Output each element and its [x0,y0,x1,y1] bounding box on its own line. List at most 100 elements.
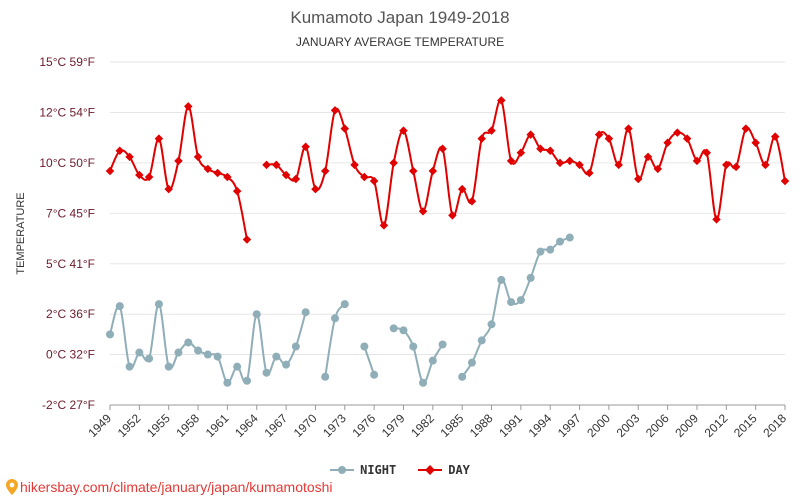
data-point-day [663,138,672,147]
data-point-day [154,134,164,143]
data-point-day [301,142,310,151]
data-point-day [448,211,457,220]
data-point-night [164,362,173,371]
data-point-night [203,350,212,359]
data-point-night [370,370,379,379]
data-point-night [565,233,574,242]
data-point-day [320,166,330,176]
data-point-day [565,156,575,166]
y-tick-label: 0°C 32°F [46,348,95,362]
data-point-night [194,346,203,355]
x-tick-label: 1991 [496,411,525,440]
x-tick-label: 2015 [731,411,760,440]
data-point-day [174,156,183,166]
data-point-day [741,124,751,133]
data-point-night [154,300,163,309]
x-tick-label: 1958 [173,411,202,440]
data-point-night [467,358,476,367]
data-point-day [311,184,320,194]
data-point-day [360,172,369,182]
legend-day-marker [418,465,443,475]
x-tick-label: 2009 [672,411,701,440]
data-point-day [477,134,486,143]
x-tick-label: 1994 [526,411,555,440]
data-point-day [350,160,359,170]
x-tick-label: 1973 [320,411,349,440]
location-pin-icon [6,479,18,495]
x-tick-label: 1964 [232,411,261,440]
x-tick-label: 2018 [760,411,789,440]
data-point-day [340,124,350,133]
chart-subtitle: JANUARY AVERAGE TEMPERATURE [295,35,505,49]
data-point-day [428,166,438,176]
x-tick-label: 2006 [643,411,672,440]
data-point-night [389,324,398,333]
data-point-day [203,164,213,174]
x-tick-label: 2000 [584,411,613,440]
data-point-night [516,296,525,305]
x-tick-label: 1976 [349,411,378,440]
legend-item-day[interactable]: DAY [418,463,470,477]
data-point-night [409,342,418,351]
y-tick-label: 5°C 41°F [46,257,95,271]
data-point-day [330,106,340,115]
data-point-day [457,184,467,194]
data-point-day [369,176,379,186]
x-tick-label: 1970 [291,411,320,440]
data-point-day [751,138,760,147]
data-point-day [105,166,115,176]
data-point-day [115,146,125,156]
data-point-day [409,166,418,176]
data-point-night [340,300,349,309]
legend-item-night[interactable]: NIGHT [330,463,396,477]
data-point-night [438,340,447,349]
data-point-night [174,348,183,357]
y-tick-label: 10°C 50°F [39,156,95,170]
data-point-night [184,338,193,347]
y-tick-label: 2°C 36°F [46,307,95,321]
data-point-day [418,207,428,216]
data-point-night [477,336,486,345]
data-point-day [164,184,173,194]
data-point-day [712,215,721,224]
watermark-link[interactable]: hikersbay.com/climate/january/japan/kuma… [6,479,333,495]
data-point-day [213,168,222,178]
x-tick-label: 1988 [467,411,496,440]
data-point-night [526,273,535,282]
data-point-day [506,156,516,166]
data-point-night [399,326,408,335]
data-point-day [272,160,281,170]
data-point-day [135,170,144,180]
data-point-night [360,342,369,351]
series-line-night [109,303,307,384]
series-line-night [363,346,376,376]
data-point-day [731,162,741,172]
data-point-night [497,275,506,284]
x-tick-label: 1949 [85,411,114,440]
x-tick-label: 1985 [438,411,467,440]
y-tick-label: 7°C 45°F [46,206,95,220]
data-point-night [213,352,222,361]
data-point-day [232,186,242,196]
data-point-night [252,310,261,319]
series-line-night [393,327,444,384]
y-tick-label: 12°C 54°F [39,105,95,119]
data-point-day [467,196,477,206]
data-point-night [115,302,124,311]
data-point-night [556,237,564,246]
y-axis-label: TEMPERATURE [15,192,27,274]
data-point-night [291,342,300,351]
data-point-day [223,172,232,182]
watermark-text: hikersbay.com/climate/january/japan/kuma… [20,479,333,495]
data-point-night [242,376,251,385]
data-point-night [272,352,281,361]
x-tick-label: 1967 [261,411,290,440]
data-point-night [301,308,310,317]
data-point-day [497,96,506,105]
legend-night-label: NIGHT [360,463,397,477]
data-point-night [145,354,154,363]
y-tick-label: 15°C 59°F [39,55,95,69]
data-point-night [487,320,496,329]
data-point-night [135,348,144,357]
